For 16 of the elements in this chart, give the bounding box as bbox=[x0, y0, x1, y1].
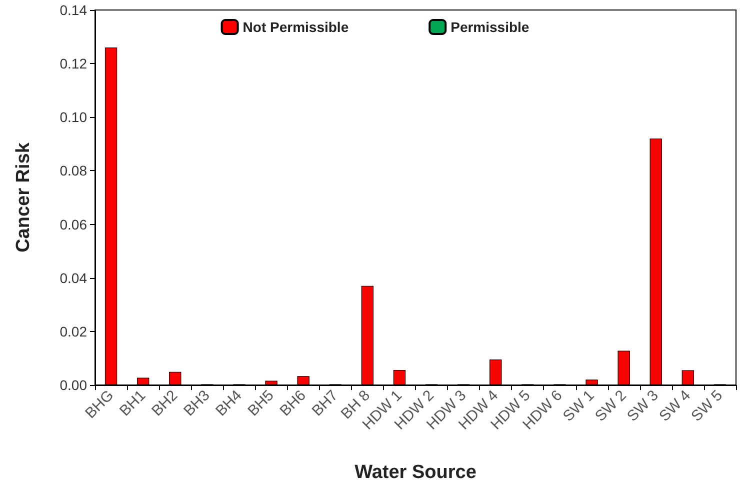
y-tick-label: 0.00 bbox=[60, 377, 88, 393]
x-tick-label: BH6 bbox=[276, 386, 310, 420]
y-tick-label: 0.14 bbox=[60, 2, 88, 18]
y-tick-label: 0.02 bbox=[60, 323, 88, 340]
y-tick-label: 0.10 bbox=[60, 109, 88, 126]
y-tick-label: 0.08 bbox=[60, 162, 88, 179]
legend-label: Permissible bbox=[450, 19, 530, 35]
x-axis-title: Water Source bbox=[354, 462, 476, 483]
y-tick-label: 0.06 bbox=[60, 216, 88, 232]
y-tick-label: 0.04 bbox=[60, 270, 88, 286]
x-tick-label: BH2 bbox=[148, 386, 182, 420]
x-tick-label: BH3 bbox=[180, 386, 214, 420]
x-tick-label: BH1 bbox=[116, 386, 150, 420]
y-tick-label: 0.12 bbox=[60, 56, 88, 72]
legend-label: Not Permissible bbox=[242, 19, 349, 35]
y-axis-title: Cancer Risk bbox=[13, 142, 34, 252]
